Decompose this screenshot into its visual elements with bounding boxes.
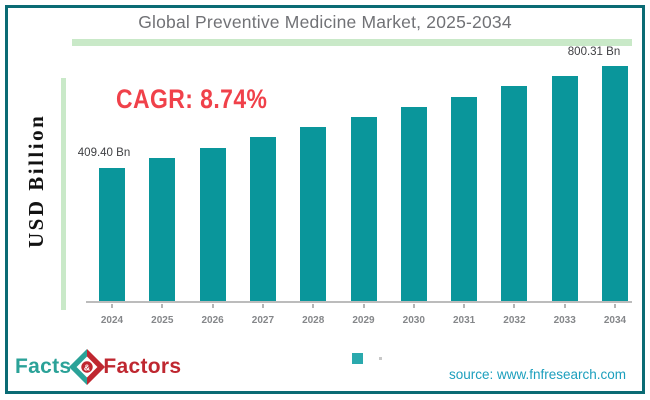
bar-2029: [350, 116, 377, 301]
chart-title: Global Preventive Medicine Market, 2025-…: [138, 12, 512, 32]
x-axis-tick: [614, 304, 616, 308]
legend: [352, 353, 382, 364]
legend-label-tiny: [379, 357, 382, 360]
x-axis-tick-label: 2024: [100, 315, 124, 326]
x-axis-tick: [312, 304, 315, 308]
last-bar-value-label: 800.31 Bn: [567, 46, 621, 58]
title-underline-accent: [72, 39, 632, 46]
bar-2027: [249, 137, 276, 301]
bar-2033: [551, 76, 578, 301]
yaxis-accent-bar: [61, 78, 66, 310]
bar-2024: [99, 168, 125, 301]
x-axis-tick: [111, 304, 113, 308]
bar-2030: [400, 106, 427, 301]
logo-diamond-icon: &: [69, 348, 106, 386]
source-link[interactable]: source: www.fnfresearch.com: [448, 367, 626, 382]
bar-2025: [149, 157, 176, 301]
x-axis-tick-label: 2034: [603, 315, 627, 326]
facts-factors-logo: Facts & Factors: [15, 348, 181, 386]
x-axis-tick-label: 2027: [251, 315, 275, 326]
x-axis-tick: [211, 304, 214, 308]
x-axis-tick-label: 2030: [402, 315, 425, 326]
x-axis-tick-label: 2026: [201, 315, 224, 326]
x-axis-tick-label: 2031: [452, 315, 476, 326]
x-axis-tick: [412, 304, 415, 308]
x-axis-tick: [261, 304, 264, 308]
x-axis-tick-label: 2028: [302, 315, 325, 326]
first-bar-value-label: 409.40 Bn: [77, 147, 131, 159]
bar-2028: [300, 127, 327, 301]
bar-2026: [199, 147, 226, 301]
logo-facts-text: Facts: [15, 355, 72, 378]
x-axis-tick: [563, 304, 566, 308]
logo-factors-text: Factors: [103, 355, 182, 378]
x-axis-tick-label: 2033: [553, 315, 576, 326]
x-axis-tick-label: 2032: [503, 315, 526, 326]
x-axis-tick: [513, 304, 516, 308]
x-axis-line: [86, 301, 632, 303]
x-axis-tick: [362, 304, 365, 308]
bar-2032: [501, 86, 528, 301]
x-axis-tick: [161, 304, 164, 308]
bar-2034: [602, 66, 628, 301]
x-axis-tick: [463, 304, 466, 308]
logo-ampersand: &: [84, 362, 90, 372]
bar-2031: [451, 96, 478, 301]
legend-marker: [352, 353, 363, 364]
cagr-annotation: CAGR: 8.74%: [116, 84, 268, 114]
x-axis-tick-label: 2029: [352, 315, 375, 326]
x-axis-tick-label: 2025: [151, 315, 174, 326]
